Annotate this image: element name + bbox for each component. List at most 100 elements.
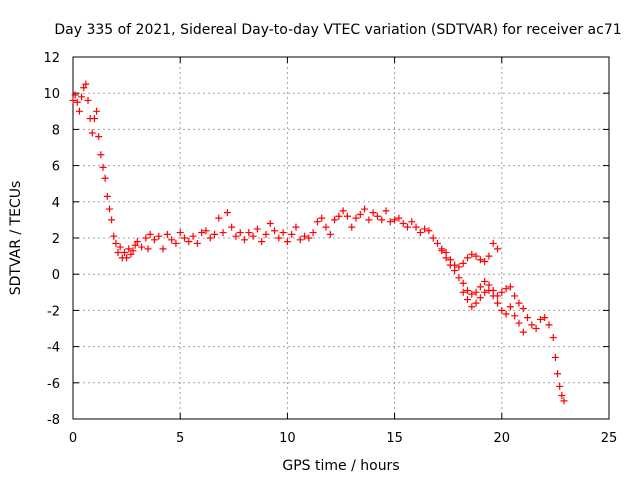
data-point <box>93 107 101 115</box>
data-point <box>88 129 96 137</box>
data-point <box>463 286 471 294</box>
data-point <box>75 107 83 115</box>
data-point <box>476 283 484 291</box>
data-point <box>99 163 107 171</box>
data-point <box>399 220 407 228</box>
data-point <box>502 310 510 318</box>
data-point <box>519 328 527 336</box>
data-point <box>206 234 214 242</box>
data-point <box>202 227 210 235</box>
data-point <box>90 115 98 123</box>
data-point <box>373 212 381 220</box>
data-point <box>481 288 489 296</box>
data-point <box>472 299 480 307</box>
data-point <box>245 229 253 237</box>
data-point <box>339 207 347 215</box>
data-point <box>416 229 424 237</box>
x-tick-label: 15 <box>386 431 403 446</box>
data-point <box>288 230 296 238</box>
y-tick-label: -8 <box>47 413 60 428</box>
data-point <box>309 229 317 237</box>
data-point <box>129 247 137 255</box>
data-point <box>361 205 369 213</box>
data-point <box>168 236 176 244</box>
data-point <box>189 232 197 240</box>
data-point <box>455 263 463 271</box>
data-point <box>481 277 489 285</box>
data-point <box>463 296 471 304</box>
data-point <box>476 256 484 264</box>
x-tick-label: 5 <box>176 431 184 446</box>
data-point <box>133 238 141 246</box>
data-point <box>369 209 377 217</box>
data-point <box>123 254 131 262</box>
data-point <box>560 397 568 405</box>
data-point <box>159 245 167 253</box>
data-point <box>502 285 510 293</box>
data-point <box>506 303 514 311</box>
data-point <box>215 214 223 222</box>
data-point <box>549 334 557 342</box>
data-point <box>313 218 321 226</box>
data-point <box>82 80 90 88</box>
data-point <box>556 382 564 390</box>
data-point <box>176 229 184 237</box>
data-point <box>326 230 334 238</box>
data-point <box>114 248 122 256</box>
data-point <box>545 321 553 329</box>
data-point <box>84 96 92 104</box>
x-tick-label: 0 <box>69 431 77 446</box>
data-point <box>193 239 201 247</box>
data-point <box>138 243 146 251</box>
y-tick-label: 0 <box>52 268 60 283</box>
data-point <box>433 239 441 247</box>
data-point <box>78 93 86 101</box>
grid-lines <box>73 57 609 419</box>
data-point <box>421 225 429 233</box>
data-point <box>459 288 467 296</box>
data-point <box>378 216 386 224</box>
data-point <box>365 216 373 224</box>
data-point <box>271 227 279 235</box>
data-point <box>343 212 351 220</box>
y-tick-label: 4 <box>52 196 60 211</box>
data-point <box>228 223 236 231</box>
data-point <box>331 216 339 224</box>
data-point <box>335 212 343 220</box>
data-point <box>403 223 411 231</box>
data-point <box>528 321 536 329</box>
data-point <box>511 312 519 320</box>
data-point <box>519 305 527 313</box>
y-tick-label: 8 <box>52 123 60 138</box>
data-point <box>489 239 497 247</box>
data-point <box>494 245 502 253</box>
data-point <box>494 299 502 307</box>
data-point <box>352 214 360 222</box>
y-tick-label: -4 <box>47 341 60 356</box>
data-point <box>127 250 135 258</box>
data-point <box>481 258 489 266</box>
chart-title: Day 335 of 2021, Sidereal Day-to-day VTE… <box>54 22 621 38</box>
data-point <box>472 252 480 260</box>
data-point <box>511 292 519 300</box>
data-point <box>455 274 463 282</box>
data-point <box>468 290 476 298</box>
data-point <box>476 294 484 302</box>
data-point <box>258 238 266 246</box>
data-point <box>412 223 420 231</box>
y-tick-label: -2 <box>47 304 60 319</box>
data-point <box>142 234 150 242</box>
data-point <box>472 288 480 296</box>
data-point <box>442 248 450 256</box>
data-point <box>198 229 206 237</box>
data-point <box>356 210 364 218</box>
x-tick-label: 10 <box>279 431 296 446</box>
data-point <box>292 223 300 231</box>
y-tick-label: 2 <box>52 232 60 247</box>
data-point <box>551 353 559 361</box>
data-point <box>163 230 171 238</box>
data-point <box>97 151 105 159</box>
y-tick-label: 12 <box>43 51 60 66</box>
data-point <box>108 216 116 224</box>
